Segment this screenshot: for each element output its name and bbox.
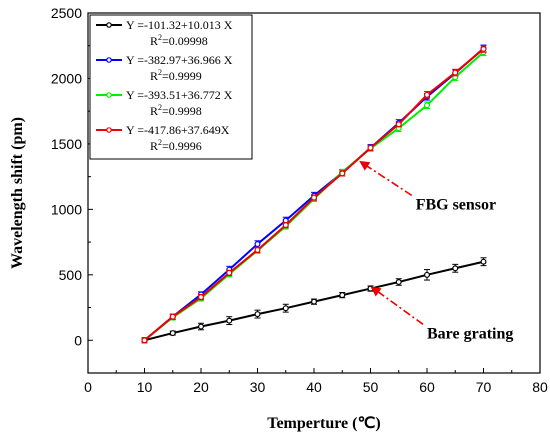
legend-r2-value: =0.9996: [162, 139, 202, 153]
legend-r2: R2=0.9998: [150, 103, 202, 118]
y-tick-label: 500: [59, 267, 83, 283]
legend-r2: R2=0.09998: [150, 33, 208, 48]
x-tick-label: 10: [137, 379, 153, 395]
x-tick-label: 70: [476, 379, 492, 395]
x-tick-label: 80: [532, 379, 548, 395]
data-point: [169, 313, 176, 320]
x-tick-label: 30: [250, 379, 266, 395]
annotation-arrow-head: [359, 160, 371, 171]
data-point: [311, 298, 318, 305]
data-point: [254, 311, 261, 318]
data-point: [395, 121, 402, 128]
x-axis-title: Temperture (℃): [267, 415, 381, 432]
legend-swatch-marker: [106, 57, 112, 63]
data-point: [311, 194, 318, 201]
data-point: [282, 305, 289, 312]
y-tick-label: 1500: [51, 136, 82, 152]
annotation-label: FBG sensor: [416, 196, 496, 213]
y-tick-label: 1000: [51, 201, 82, 217]
data-point: [254, 241, 261, 248]
data-point: [198, 323, 205, 330]
legend-r2-symbol: R: [150, 34, 158, 48]
data-point: [169, 330, 176, 337]
legend-r2: R2=0.9996: [150, 138, 202, 153]
data-point: [141, 337, 148, 344]
data-point: [480, 45, 487, 52]
legend-r2-superscript: 2: [158, 138, 162, 147]
data-point: [282, 222, 289, 229]
data-point: [424, 102, 431, 109]
legend-r2: R2=0.9999: [150, 68, 202, 83]
legend-swatch-marker: [106, 22, 112, 28]
x-tick-label: 20: [193, 379, 209, 395]
legend-r2-symbol: R: [150, 139, 158, 153]
x-tick-label: 60: [419, 379, 435, 395]
legend-r2-value: =0.9998: [162, 104, 202, 118]
legend-r2-value: =0.9999: [162, 69, 202, 83]
legend-entry: Y =-393.51+36.772 X: [126, 88, 233, 102]
legend-r2-superscript: 2: [158, 68, 162, 77]
y-axis-title: Wavelength shift (pm): [9, 117, 26, 269]
y-tick-label: 2500: [51, 5, 82, 21]
annotation-arrow-line: [376, 289, 424, 325]
y-tick-label: 2000: [51, 70, 82, 86]
legend-entry: Y =-101.32+10.013 X: [126, 18, 233, 32]
data-point: [254, 246, 261, 253]
data-point: [367, 144, 374, 151]
annotation-label: Bare grating: [427, 325, 513, 342]
legend-swatch-marker: [106, 127, 112, 133]
x-tick-label: 40: [306, 379, 322, 395]
data-point: [424, 91, 431, 98]
annotation-1: Bare grating: [370, 286, 513, 342]
data-point: [480, 258, 487, 265]
data-point: [226, 317, 233, 324]
legend-r2-value: =0.09998: [162, 34, 208, 48]
data-point: [395, 279, 402, 286]
legend-r2-symbol: R: [150, 69, 158, 83]
x-tick-label: 50: [363, 379, 379, 395]
series-3: [141, 45, 487, 344]
legend-box: [89, 14, 253, 160]
legend-r2-superscript: 2: [158, 33, 162, 42]
legend-r2-symbol: R: [150, 104, 158, 118]
annotation-arrow-head: [370, 286, 382, 297]
data-point: [198, 294, 205, 301]
annotation-0: FBG sensor: [359, 160, 496, 213]
data-point: [339, 292, 346, 299]
data-point: [226, 269, 233, 276]
data-point: [424, 271, 431, 278]
x-tick-label: 0: [84, 379, 92, 395]
annotation-arrow-line: [364, 164, 413, 197]
legend-entry: Y =-417.86+37.649X: [126, 123, 230, 137]
legend-swatch-marker: [106, 92, 112, 98]
data-point: [452, 265, 459, 272]
legend-entry: Y =-382.97+36.966 X: [126, 53, 233, 67]
data-point: [452, 69, 459, 76]
legend-r2-superscript: 2: [158, 103, 162, 112]
y-tick-label: 0: [74, 332, 82, 348]
data-point: [339, 170, 346, 177]
